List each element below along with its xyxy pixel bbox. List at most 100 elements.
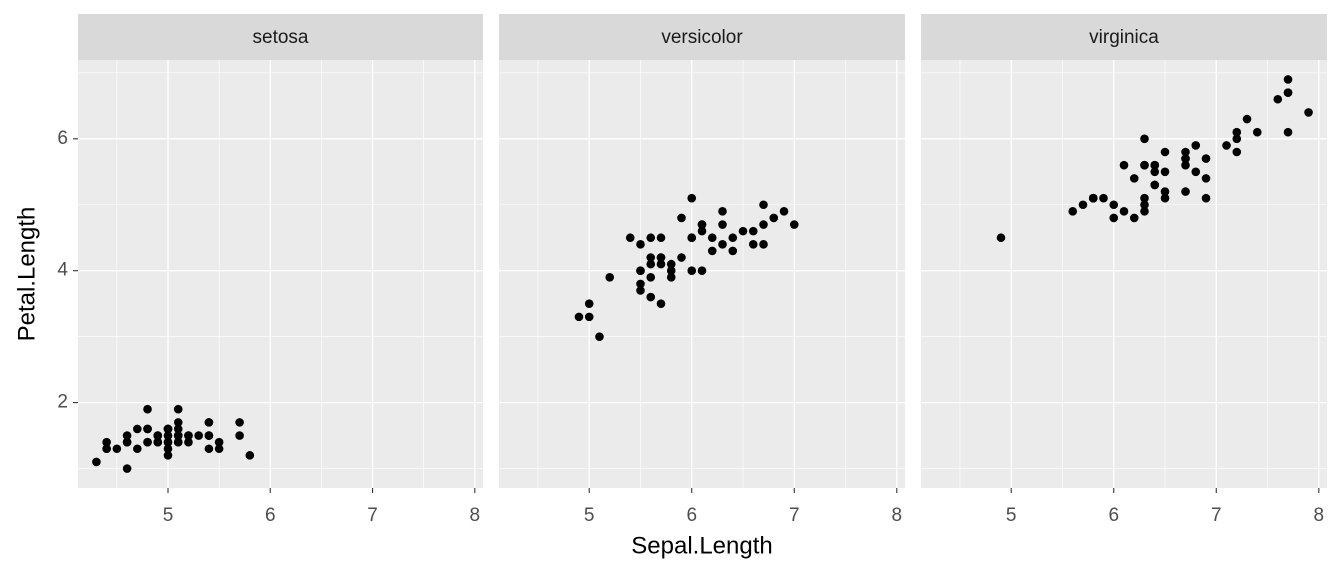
point — [584, 312, 594, 322]
point — [143, 437, 152, 447]
point — [1222, 141, 1231, 150]
strip — [921, 14, 1327, 60]
point — [1099, 193, 1108, 203]
point — [656, 259, 666, 269]
point — [728, 233, 738, 243]
point — [153, 431, 163, 440]
point — [1160, 147, 1170, 157]
point — [235, 418, 244, 427]
point — [1201, 154, 1211, 163]
point — [153, 437, 163, 447]
point — [687, 266, 697, 276]
point — [173, 431, 183, 440]
point — [1181, 154, 1190, 163]
point — [163, 444, 173, 454]
point — [646, 253, 656, 262]
point — [584, 299, 594, 308]
point — [1068, 207, 1078, 216]
point — [759, 240, 768, 249]
point — [697, 226, 707, 236]
point — [1232, 147, 1242, 157]
point — [112, 444, 122, 454]
x-tick-label: 5 — [584, 505, 595, 526]
point — [102, 437, 111, 447]
point — [92, 457, 101, 467]
panel — [78, 60, 483, 488]
point — [1191, 167, 1201, 177]
point — [173, 437, 183, 447]
point — [245, 451, 255, 460]
point — [1150, 167, 1160, 177]
point — [1232, 127, 1242, 137]
point — [1304, 108, 1313, 117]
point — [1160, 187, 1170, 196]
point — [759, 220, 768, 229]
point — [214, 437, 224, 447]
strip-label: setosa — [253, 27, 309, 48]
point — [122, 437, 132, 447]
point — [1150, 160, 1160, 170]
point — [133, 424, 142, 434]
x-tick-label: 8 — [1314, 505, 1325, 526]
point — [625, 233, 635, 243]
point — [636, 279, 645, 289]
panel — [921, 60, 1327, 488]
point — [1129, 174, 1139, 183]
point — [1140, 134, 1149, 144]
point — [666, 259, 676, 269]
point — [738, 226, 748, 236]
point — [779, 207, 789, 216]
point — [163, 437, 173, 447]
x-tick-label: 7 — [1211, 505, 1222, 526]
point — [646, 259, 656, 269]
point — [1078, 200, 1088, 210]
point — [143, 424, 152, 434]
x-tick-label: 6 — [265, 505, 276, 526]
point — [718, 207, 727, 216]
point — [1119, 207, 1129, 216]
x-tick-label: 8 — [470, 505, 481, 526]
strip-label: virginica — [1089, 27, 1159, 48]
point — [1160, 167, 1170, 177]
point — [1150, 180, 1160, 190]
point — [122, 431, 132, 440]
point — [646, 292, 656, 302]
point — [163, 451, 173, 460]
point — [204, 431, 214, 440]
point — [1181, 187, 1190, 196]
x-tick-label: 7 — [789, 505, 800, 526]
point — [636, 286, 645, 295]
x-tick-label: 6 — [686, 505, 697, 526]
point — [1283, 75, 1293, 84]
point — [1109, 213, 1119, 223]
point — [636, 266, 645, 276]
point — [173, 424, 183, 434]
point — [173, 418, 183, 427]
point — [636, 240, 645, 249]
point — [687, 193, 697, 203]
point — [728, 246, 738, 256]
point — [1273, 94, 1283, 104]
point — [1140, 160, 1149, 170]
point — [748, 226, 758, 236]
point — [1140, 200, 1149, 210]
point — [204, 418, 214, 427]
point — [697, 266, 707, 276]
point — [666, 266, 676, 276]
point — [718, 240, 727, 249]
point — [1201, 174, 1211, 183]
point — [1140, 207, 1149, 216]
point — [687, 233, 697, 243]
point — [718, 220, 727, 229]
point — [1160, 193, 1170, 203]
point — [707, 246, 717, 256]
x-axis-title: Sepal.Length — [631, 532, 772, 559]
point — [646, 272, 656, 282]
point — [789, 220, 799, 229]
point — [1242, 114, 1252, 124]
point — [163, 424, 173, 434]
point — [646, 233, 656, 243]
point — [214, 444, 224, 454]
point — [102, 444, 111, 454]
